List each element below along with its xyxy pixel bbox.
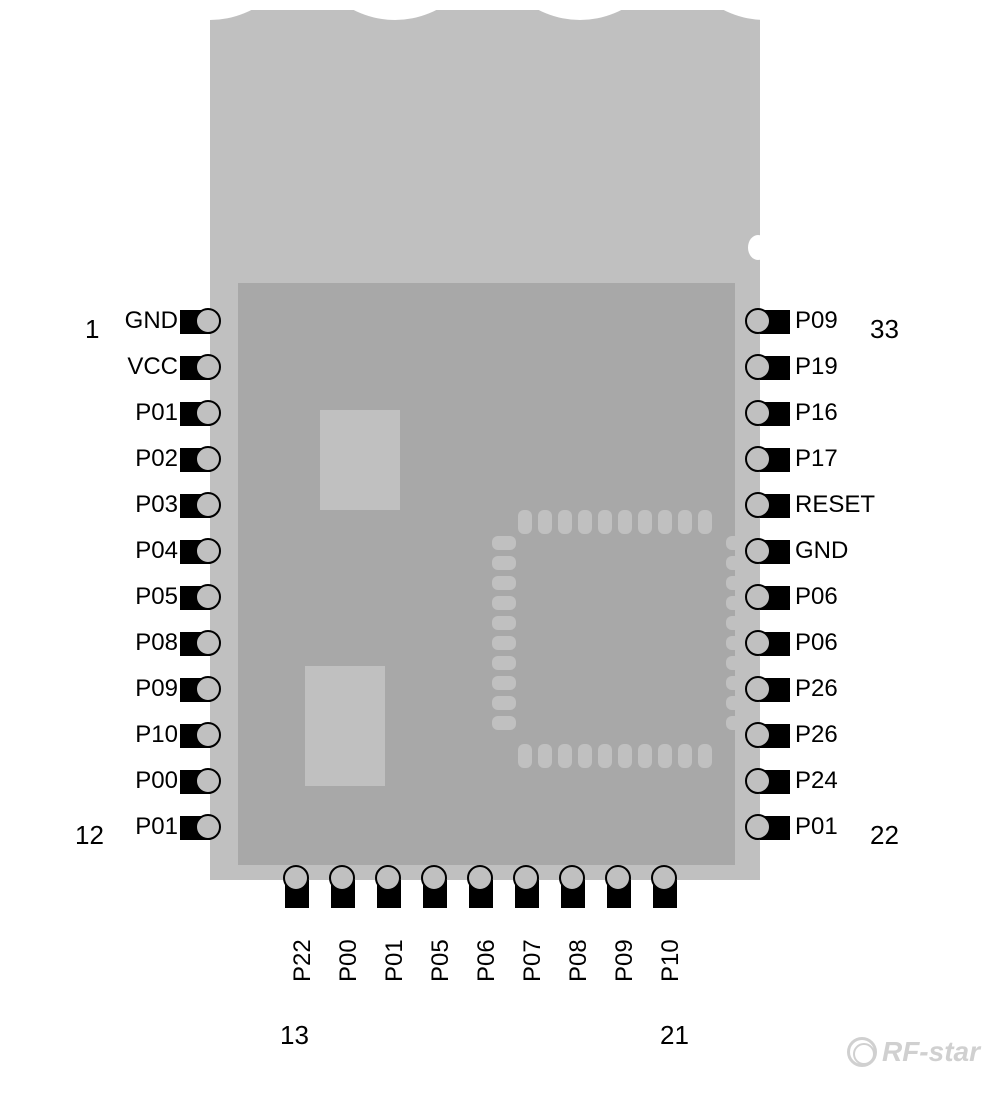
pin-label-left-10: P00 <box>118 767 178 795</box>
notch <box>748 235 768 260</box>
pin-label-bottom-5: P07 <box>519 922 547 982</box>
pin-label-right-6: P06 <box>795 583 875 611</box>
antenna-scallop <box>305 0 485 20</box>
module-diagram <box>200 10 770 890</box>
pin-label-right-3: P17 <box>795 445 875 473</box>
pin-label-bottom-4: P06 <box>473 922 501 982</box>
pin-label-bottom-6: P08 <box>565 922 593 982</box>
pin-label-left-9: P10 <box>118 721 178 749</box>
qfn-chip <box>492 510 750 768</box>
pin-label-right-10: P24 <box>795 767 875 795</box>
pin-label-right-2: P16 <box>795 399 875 427</box>
corner-num-1: 1 <box>85 314 99 345</box>
corner-num-33: 33 <box>870 314 899 345</box>
pin-label-right-7: P06 <box>795 629 875 657</box>
component-pad <box>305 666 385 786</box>
pin-label-bottom-7: P09 <box>611 922 639 982</box>
pin-label-right-5: GND <box>795 537 875 565</box>
pin-label-left-0: GND <box>118 307 178 335</box>
corner-num-12: 12 <box>75 820 104 851</box>
pin-label-right-0: P09 <box>795 307 875 335</box>
corner-num-21: 21 <box>660 1020 689 1051</box>
antenna-scallop <box>675 0 855 20</box>
antenna-scallop <box>490 0 670 20</box>
pin-label-left-3: P02 <box>118 445 178 473</box>
antenna-scallop <box>120 0 300 20</box>
pin-label-bottom-0: P22 <box>289 922 317 982</box>
pin-label-left-6: P05 <box>118 583 178 611</box>
pin-label-right-4: RESET <box>795 491 875 519</box>
pin-label-left-8: P09 <box>118 675 178 703</box>
pin-label-bottom-2: P01 <box>381 922 409 982</box>
pin-label-bottom-1: P00 <box>335 922 363 982</box>
corner-num-22: 22 <box>870 820 899 851</box>
pin-label-left-11: P01 <box>118 813 178 841</box>
pin-label-right-8: P26 <box>795 675 875 703</box>
pin-label-left-7: P08 <box>118 629 178 657</box>
pin-label-left-4: P03 <box>118 491 178 519</box>
watermark-text: RF-star <box>882 1036 980 1068</box>
pin-label-right-9: P26 <box>795 721 875 749</box>
pin-label-bottom-8: P10 <box>657 922 685 982</box>
component-pad <box>320 410 400 510</box>
pin-label-left-2: P01 <box>118 399 178 427</box>
pin-label-right-11: P01 <box>795 813 875 841</box>
watermark: RF-star <box>847 1036 980 1068</box>
pin-label-bottom-3: P05 <box>427 922 455 982</box>
pin-label-left-1: VCC <box>118 353 178 381</box>
pin-label-right-1: P19 <box>795 353 875 381</box>
pin-label-left-5: P04 <box>118 537 178 565</box>
corner-num-13: 13 <box>280 1020 309 1051</box>
watermark-logo-icon <box>847 1037 877 1067</box>
